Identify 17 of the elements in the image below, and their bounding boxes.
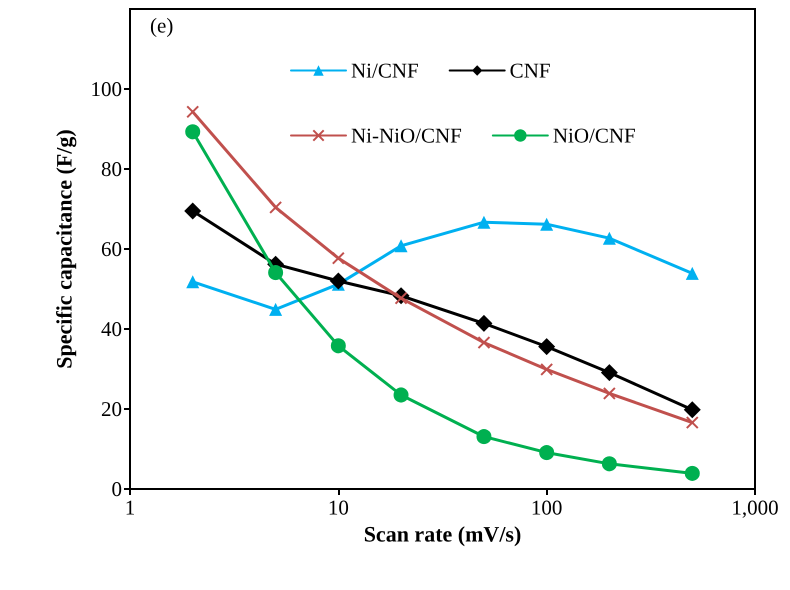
y-tick-label: 0 [112, 477, 122, 501]
legend-label: NiO/CNF [552, 124, 636, 148]
x-axis-title: Scan rate (mV/s) [364, 522, 522, 546]
y-axis-title: Specific capacitance (F/g) [52, 129, 76, 369]
y-tick-label: 20 [101, 397, 122, 421]
legend-label: CNF [510, 58, 551, 82]
legend-label: Ni/CNF [351, 58, 419, 82]
y-tick-label: 40 [101, 317, 122, 341]
x-tick-label: 100 [530, 496, 562, 520]
y-tick-label: 60 [101, 237, 122, 261]
y-tick-label: 100 [90, 77, 122, 101]
y-tick-label: 80 [101, 157, 122, 181]
x-tick-label: 1,000 [731, 496, 779, 520]
x-tick-label: 10 [328, 496, 349, 520]
legend-label: Ni-NiO/CNF [351, 124, 462, 148]
x-tick-label: 1 [124, 496, 136, 520]
annotation: (e) [150, 14, 174, 38]
